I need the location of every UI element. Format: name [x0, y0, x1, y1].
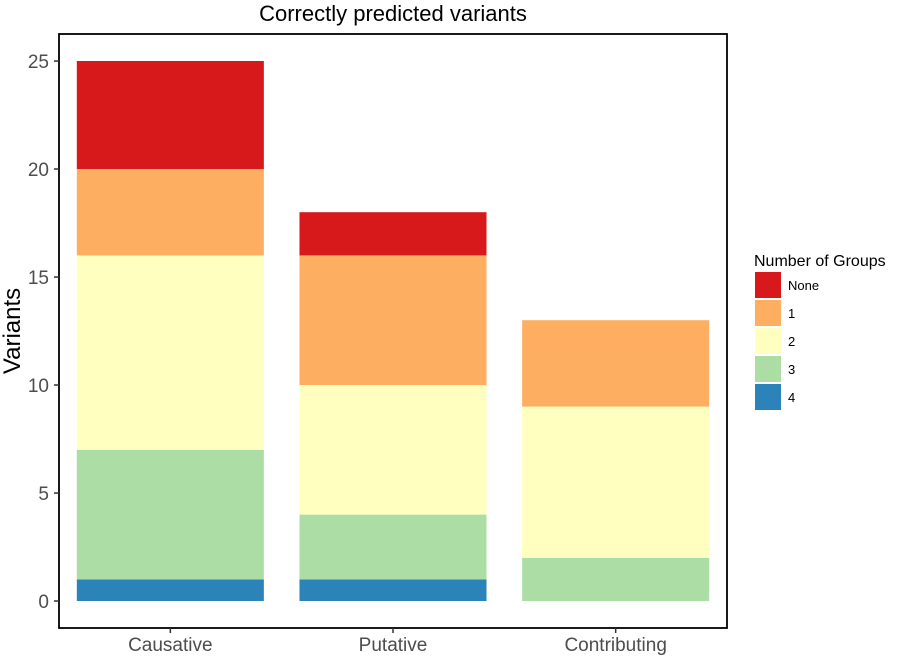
bar-segment-contributing-3	[522, 557, 710, 601]
y-tick-label-0: 0	[38, 592, 49, 613]
bar-segment-causative-4	[76, 579, 264, 601]
bar-segment-causative-3	[76, 449, 264, 580]
bar-segment-causative-1	[76, 169, 264, 256]
legend: Number of Groups None 1 2 3 4	[754, 253, 886, 410]
legend-key-1	[755, 300, 781, 326]
bar-segment-putative-2	[299, 385, 487, 515]
bar-segment-putative-3	[299, 514, 487, 580]
bar-segment-contributing-1	[522, 320, 710, 407]
bar-segment-putative-4	[299, 579, 487, 601]
legend-label-3: 3	[788, 362, 795, 377]
legend-label-none: None	[788, 278, 819, 293]
legend-key-4	[755, 384, 781, 410]
y-tick-label-20: 20	[28, 160, 49, 181]
legend-key-none	[755, 272, 781, 298]
bar-segment-contributing-2	[522, 406, 710, 558]
legend-key-3	[755, 356, 781, 382]
bar-segment-putative-none	[299, 212, 487, 256]
y-tick-label-10: 10	[28, 376, 49, 397]
x-tick-label-contributing: Contributing	[564, 635, 666, 656]
y-tick-label-5: 5	[38, 484, 49, 505]
y-axis-label: Variants	[0, 288, 26, 374]
x-tick-label-causative: Causative	[128, 635, 213, 656]
y-tick-label-15: 15	[28, 268, 49, 289]
x-tick-label-putative: Putative	[359, 635, 428, 656]
legend-label-4: 4	[788, 390, 795, 405]
bar-segment-causative-2	[76, 255, 264, 450]
legend-label-2: 2	[788, 334, 795, 349]
legend-label-1: 1	[788, 306, 795, 321]
plot-area	[76, 61, 710, 601]
bar-segment-putative-1	[299, 255, 487, 385]
legend-key-2	[755, 328, 781, 354]
chart-title: Correctly predicted variants	[259, 1, 527, 26]
x-axis: Causative Putative Contributing	[128, 628, 667, 656]
y-tick-label-25: 25	[28, 52, 49, 73]
legend-title: Number of Groups	[754, 253, 886, 270]
bar-segment-causative-none	[76, 61, 264, 169]
y-axis: 0 5 10 15 20 25	[28, 52, 59, 613]
